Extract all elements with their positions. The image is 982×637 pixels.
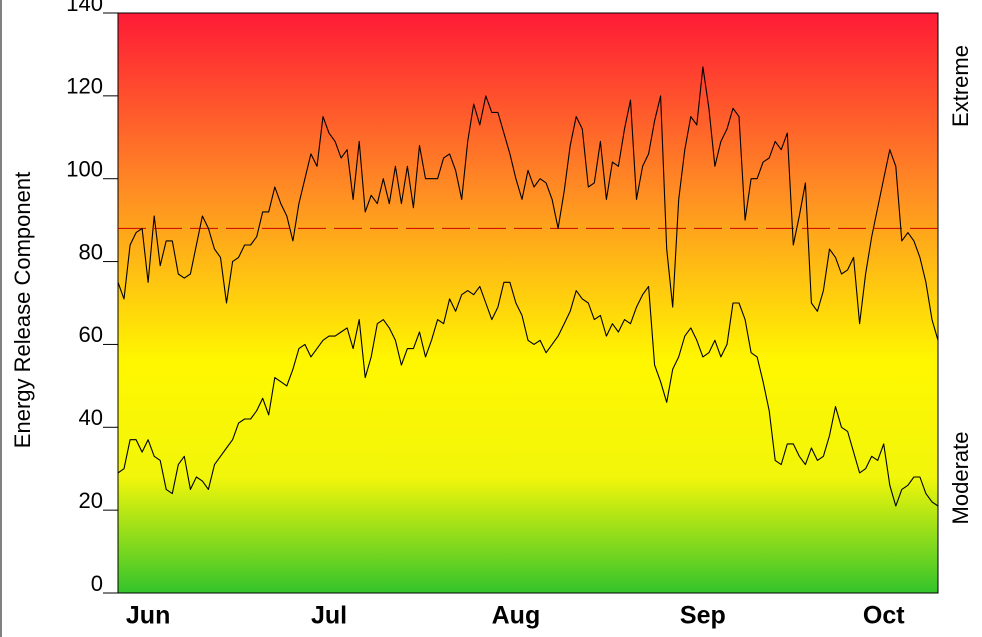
y-tick-label: 100 (66, 157, 103, 182)
x-tick-label: Sep (680, 602, 726, 630)
y-tick-label: 80 (79, 239, 103, 264)
annotation: Extreme (948, 45, 973, 127)
y-axis-label: Energy Release Component (10, 172, 35, 448)
y-tick-label: 60 (79, 322, 103, 347)
annotation: Moderate (948, 432, 973, 525)
x-tick-label: Aug (492, 602, 541, 630)
x-tick-label: Jul (311, 602, 347, 630)
y-tick-label: 0 (91, 571, 103, 596)
y-tick-label: 40 (79, 405, 103, 430)
y-tick-label: 140 (66, 0, 103, 16)
data-line (117, 281, 939, 507)
y-tick-label: 20 (79, 488, 103, 513)
x-tick-label: Jun (126, 602, 170, 630)
x-tick-label: Oct (863, 602, 905, 630)
plot-area (117, 12, 939, 594)
data-line (117, 66, 939, 341)
y-tick-label: 120 (66, 74, 103, 99)
